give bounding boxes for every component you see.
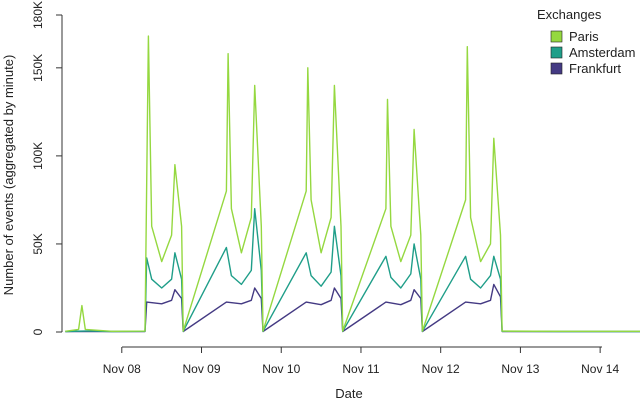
series-amsterdam-line <box>65 207 640 333</box>
series-frankfurt-line <box>65 283 640 333</box>
plot-area <box>65 35 640 333</box>
y-tick-label: 180K <box>31 1 45 29</box>
legend-swatch-frankfurt <box>550 62 563 75</box>
y-tick-label: 50K <box>31 233 45 254</box>
legend-title: Exchanges <box>537 7 602 22</box>
y-tick-label: 0 <box>31 328 45 335</box>
y-axis: 0 50K 100K 150K 180K <box>31 1 63 335</box>
legend-label-paris: Paris <box>569 29 599 44</box>
x-tick-label: Nov 12 <box>422 362 460 376</box>
y-tick-label: 150K <box>31 54 45 82</box>
legend-label-frankfurt: Frankfurt <box>569 61 621 76</box>
y-tick-label: 100K <box>31 142 45 170</box>
x-ticks: Nov 08 Nov 09 Nov 10 Nov 11 Nov 12 Nov 13 Nov … <box>103 347 619 376</box>
y-axis-title: Number of events (aggregated by minute) <box>1 55 16 296</box>
legend-swatch-paris <box>550 30 563 43</box>
x-tick-label: Nov 11 <box>342 362 379 376</box>
x-tick-label: Nov 14 <box>581 362 619 376</box>
x-axis: Nov 08 Nov 09 Nov 10 Nov 11 Nov 12 Nov 13 Nov … <box>103 346 619 376</box>
x-tick-label: Nov 13 <box>501 362 539 376</box>
legend-label-amsterdam: Amsterdam <box>569 45 635 60</box>
x-tick-label: Nov 10 <box>262 362 300 376</box>
y-ticks: 0 50K 100K 150K 180K <box>31 1 62 335</box>
x-axis-title: Date <box>335 386 362 401</box>
x-tick-label: Nov 09 <box>183 362 221 376</box>
x-tick-label: Nov 08 <box>103 362 141 376</box>
legend-swatch-amsterdam <box>550 46 563 59</box>
series-paris-line <box>65 35 640 332</box>
